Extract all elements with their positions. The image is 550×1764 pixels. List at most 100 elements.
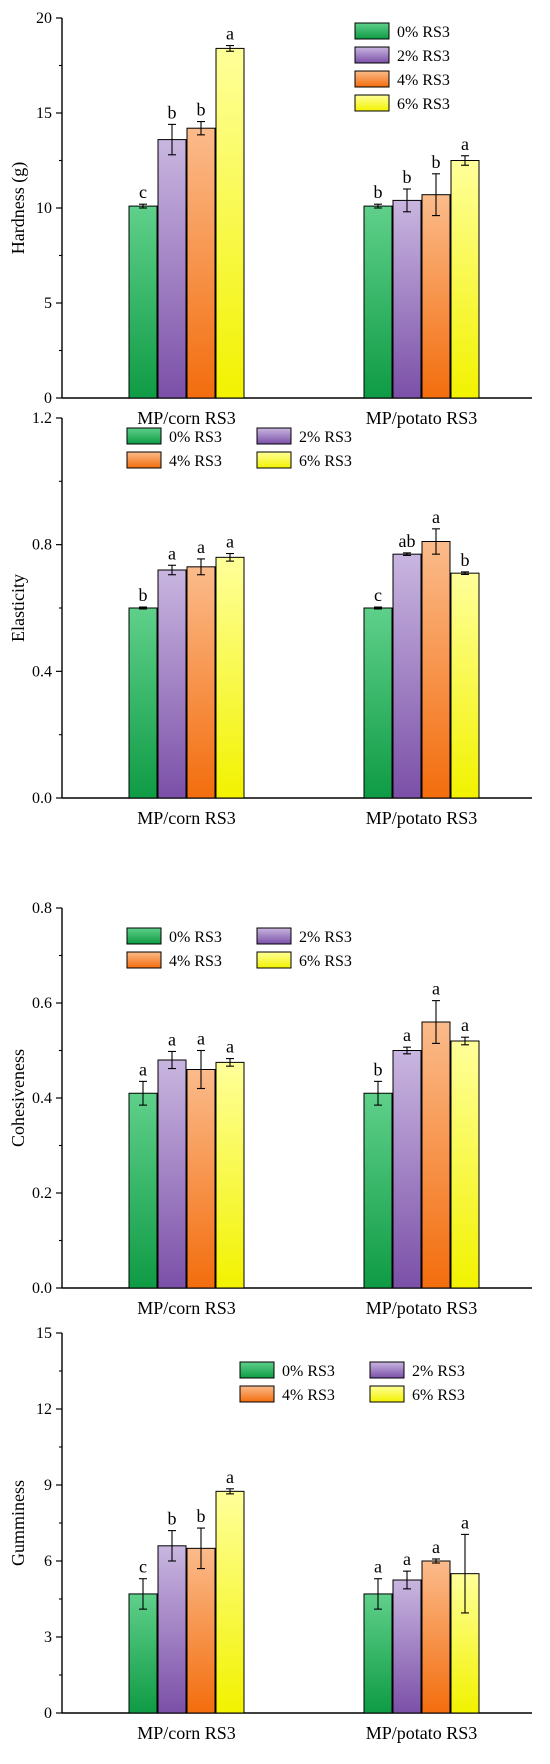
error-bar [432,173,440,217]
bar [421,194,451,399]
significance-label: a [461,134,469,154]
category-label: MP/corn RS3 [137,808,236,828]
bar [215,556,245,799]
significance-label: a [461,1015,469,1035]
y-tick-label: 1.2 [32,410,52,427]
significance-label: c [374,585,382,605]
bar [128,607,158,799]
bar [157,139,187,399]
significance-label: a [197,537,205,557]
error-bar [374,606,382,610]
legend-swatch [126,451,162,469]
significance-label: a [403,1025,411,1045]
y-tick-label: 0 [44,390,52,407]
significance-label: a [403,1549,411,1569]
y-tick-label: 0.4 [32,663,52,680]
bar [128,205,158,399]
bar [186,1069,216,1289]
y-tick-label: 10 [36,200,52,217]
significance-label: c [139,1557,147,1577]
legend-label: 2% RS3 [412,1363,465,1380]
legend-label: 0% RS3 [169,929,222,946]
significance-label: a [432,507,440,527]
legend-swatch [354,70,390,88]
error-bar [403,1570,411,1590]
y-tick-label: 0.0 [32,790,52,807]
y-tick-label: 0.6 [32,995,52,1012]
error-bar [226,1488,234,1495]
y-axis-title: Hardness (g) [8,162,29,254]
error-bar [461,571,469,575]
legend-swatch [354,22,390,40]
significance-label: b [432,152,441,172]
legend-swatch [126,927,162,945]
category-label: MP/corn RS3 [137,1723,236,1743]
error-bar [226,552,234,562]
legend-swatch [126,427,162,445]
y-tick-label: 20 [36,10,52,27]
y-tick-label: 0 [44,1705,52,1722]
error-bar [168,564,176,576]
bar [392,1579,422,1714]
error-bar [374,203,382,209]
category-label: MP/potato RS3 [366,808,478,828]
error-bar [139,1578,147,1610]
significance-label: a [461,1512,469,1532]
error-bar [168,123,176,156]
y-axis-title: Gumminess [8,1480,28,1566]
significance-label: a [139,1059,147,1079]
y-tick-label: 12 [36,1401,52,1418]
bar [421,1021,451,1289]
error-bar [461,155,469,166]
legend-label: 0% RS3 [169,429,222,446]
bar [392,553,422,799]
significance-label: c [139,182,147,202]
bar [450,572,480,799]
legend-swatch [239,1361,275,1379]
legend-label: 2% RS3 [299,929,352,946]
error-bar [374,1578,382,1610]
category-label: MP/potato RS3 [366,408,478,428]
bar [186,127,216,399]
error-bar [197,1049,205,1090]
bar [421,1560,451,1714]
y-tick-label: 5 [44,295,52,312]
y-tick-label: 0.0 [32,1280,52,1297]
error-bar [139,1080,147,1106]
y-tick-label: 0.4 [32,1090,52,1107]
legend-label: 0% RS3 [397,24,450,41]
bar [128,1593,158,1714]
bar [215,1490,245,1714]
significance-label: b [168,102,177,122]
bar [363,205,393,399]
significance-label: b [461,550,470,570]
significance-label: b [374,1059,383,1079]
error-bar [168,1530,176,1562]
legend-swatch [239,1385,275,1403]
bar [215,47,245,399]
significance-label: a [226,1037,234,1057]
bar [215,1061,245,1289]
bar [186,1547,216,1714]
y-tick-label: 0.8 [32,537,52,554]
error-bar [461,1533,469,1614]
error-bar [168,1050,176,1070]
bar [450,160,480,399]
significance-label: a [432,1537,440,1557]
error-bar [403,1046,411,1055]
error-bar [197,558,205,576]
y-tick-label: 3 [44,1629,52,1646]
bar [421,541,451,799]
legend-swatch [256,927,292,945]
significance-label: a [168,543,176,563]
bar [363,1593,393,1714]
significance-label: a [226,1467,234,1487]
legend-label: 4% RS3 [169,953,222,970]
y-tick-label: 15 [36,1325,52,1342]
error-bar [139,606,147,610]
significance-label: a [374,1557,382,1577]
